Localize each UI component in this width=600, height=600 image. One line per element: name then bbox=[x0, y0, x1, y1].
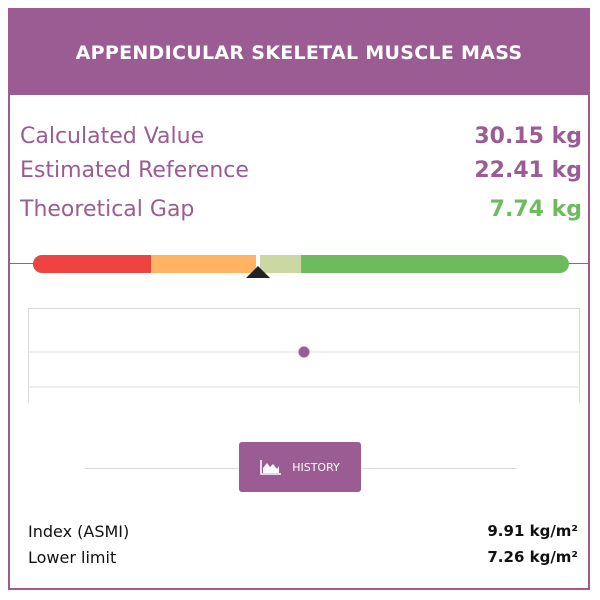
theoretical-gap-value: 7.74 kg bbox=[489, 196, 582, 222]
lower-limit-row: Lower limit 7.26 kg/m² bbox=[28, 548, 578, 567]
history-button-label: HISTORY bbox=[292, 460, 340, 474]
theoretical-gap-row: Theoretical Gap 7.74 kg bbox=[20, 193, 582, 225]
card-title: APPENDICULAR SKELETAL MUSCLE MASS bbox=[75, 41, 523, 64]
asmi-row: Index (ASMI) 9.91 kg/m² bbox=[28, 522, 578, 541]
lower-limit-value: 7.26 kg/m² bbox=[487, 548, 578, 566]
estimated-reference-value: 22.41 kg bbox=[474, 157, 582, 183]
calculated-value-row: Calculated Value 30.15 kg bbox=[20, 120, 582, 152]
history-mini-chart bbox=[28, 308, 580, 403]
asmm-card: APPENDICULAR SKELETAL MUSCLE MASS Calcul… bbox=[8, 8, 590, 590]
gauge-segment-low bbox=[33, 255, 151, 273]
gauge-marker-tick bbox=[256, 254, 261, 268]
calculated-value: 30.15 kg bbox=[474, 123, 582, 149]
gauge-segment-below bbox=[150, 255, 259, 273]
asmi-value: 9.91 kg/m² bbox=[487, 522, 578, 540]
theoretical-gap-label: Theoretical Gap bbox=[20, 196, 195, 222]
area-chart-icon bbox=[260, 460, 282, 475]
calculated-value-label: Calculated Value bbox=[20, 123, 205, 149]
card-header: APPENDICULAR SKELETAL MUSCLE MASS bbox=[10, 10, 588, 95]
range-gauge bbox=[33, 255, 569, 273]
lower-limit-label: Lower limit bbox=[28, 548, 117, 567]
asmi-label: Index (ASMI) bbox=[28, 522, 130, 541]
history-button[interactable]: HISTORY bbox=[239, 442, 361, 492]
history-point bbox=[298, 346, 310, 358]
gauge-marker-icon bbox=[246, 266, 271, 278]
estimated-reference-row: Estimated Reference 22.41 kg bbox=[20, 154, 582, 186]
gauge-segment-normal bbox=[300, 255, 569, 273]
estimated-reference-label: Estimated Reference bbox=[20, 157, 249, 183]
